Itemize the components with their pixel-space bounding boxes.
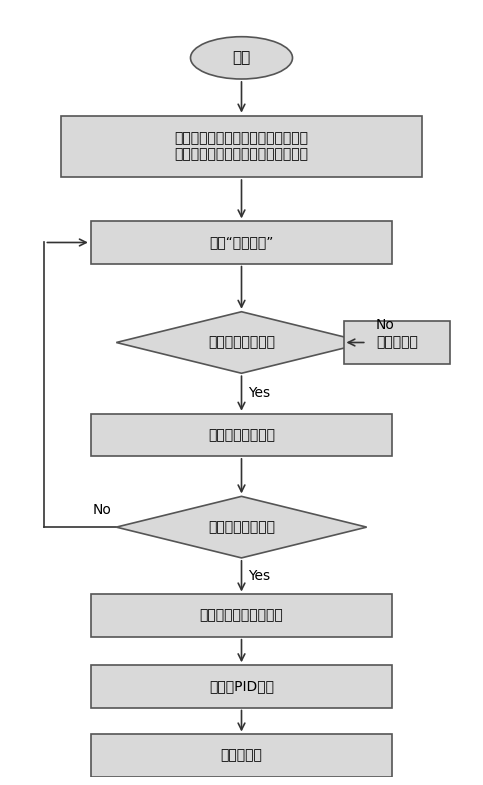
Text: 流量数据是否正常: 流量数据是否正常 <box>208 520 275 534</box>
FancyBboxPatch shape <box>91 665 392 707</box>
Text: No: No <box>93 503 112 517</box>
Polygon shape <box>116 496 367 558</box>
Text: Yes: Yes <box>248 386 270 400</box>
Text: 抽孔运行是否正常: 抽孔运行是否正常 <box>208 335 275 349</box>
Text: 开始: 开始 <box>232 50 251 65</box>
Text: 控制潜水泵: 控制潜水泵 <box>221 749 262 762</box>
Text: 初始化（采样时间，开始流量，目标
流量更新周期，数据区大小等参数）: 初始化（采样时间，开始流量，目标 流量更新周期，数据区大小等参数） <box>174 131 309 162</box>
Ellipse shape <box>190 37 293 79</box>
Text: Yes: Yes <box>248 569 270 583</box>
Text: 变频器PID调节: 变频器PID调节 <box>209 679 274 693</box>
FancyBboxPatch shape <box>343 321 450 363</box>
Text: 报警、停泵: 报警、停泵 <box>376 335 418 349</box>
FancyBboxPatch shape <box>91 414 392 456</box>
FancyBboxPatch shape <box>91 594 392 637</box>
Text: No: No <box>376 319 395 333</box>
Text: 启动“智能寻孔”: 启动“智能寻孔” <box>209 236 274 250</box>
Polygon shape <box>116 312 367 374</box>
FancyBboxPatch shape <box>61 115 422 177</box>
FancyBboxPatch shape <box>91 735 392 777</box>
Text: 动态流量存储分析: 动态流量存储分析 <box>208 428 275 442</box>
Text: 流量平均値做为设定値: 流量平均値做为设定値 <box>199 608 284 623</box>
FancyBboxPatch shape <box>91 221 392 264</box>
